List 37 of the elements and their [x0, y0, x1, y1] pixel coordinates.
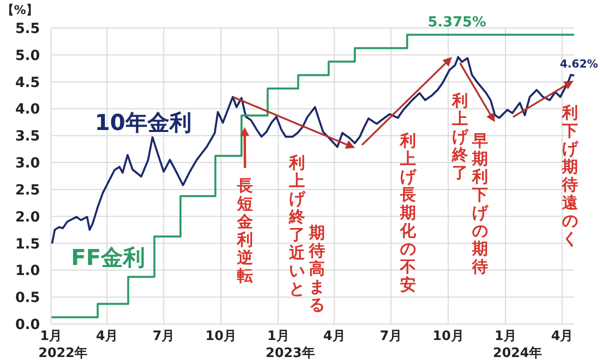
x-tick-label: 7月: [380, 329, 402, 344]
y-axis-title: 【%】: [2, 3, 38, 17]
annotation: 期待高まる: [308, 223, 325, 314]
data-label: 4.62%: [560, 57, 598, 70]
annotation: 長短金利逆転: [236, 176, 253, 285]
x-tick-label: 10月: [205, 329, 237, 344]
x-tick-label: 1月: [40, 329, 62, 344]
series-label: 10年金利: [94, 111, 192, 136]
annotation: 早期利下げの期待: [471, 131, 489, 276]
series-label: FF金利: [70, 246, 146, 271]
y-tick-label: 2.5: [15, 182, 40, 198]
y-tick-label: 1.5: [15, 236, 40, 252]
x-tick-label: 7月: [152, 329, 175, 344]
data-label: 5.375%: [428, 14, 486, 31]
y-tick-label: 5.5: [15, 21, 40, 37]
annotation: 利上げ終了: [451, 91, 469, 182]
x-tick-label: 4月: [551, 329, 574, 344]
x-tick-label: 1月: [494, 329, 517, 344]
y-tick-label: 5.0: [15, 48, 40, 64]
y-tick-label: 4.0: [15, 102, 40, 118]
y-tick-label: 0.0: [15, 317, 40, 333]
y-tick-label: 1.0: [15, 263, 40, 280]
x-tick-label: 4月: [96, 329, 118, 344]
x-tick-label: 10月: [432, 329, 464, 344]
text: 2024年: [492, 346, 542, 361]
text: 2022年: [38, 346, 88, 361]
y-tick-label: 0.5: [15, 290, 40, 306]
annotation: 利上げ終了近いと: [288, 153, 306, 298]
y-tick-label: 3.5: [15, 128, 40, 145]
y-tick-label: 2.0: [15, 209, 40, 226]
x-tick-label: 4月: [323, 329, 346, 344]
y-tick-label: 4.5: [15, 74, 40, 91]
annotation: 利下げ期待遠のく: [561, 103, 579, 248]
text: 利上げ長期化の不安: [400, 131, 416, 294]
y-tick-label: 3.0: [15, 156, 40, 172]
x-tick-label: 1月: [267, 329, 290, 344]
text: 2023年: [266, 346, 315, 361]
